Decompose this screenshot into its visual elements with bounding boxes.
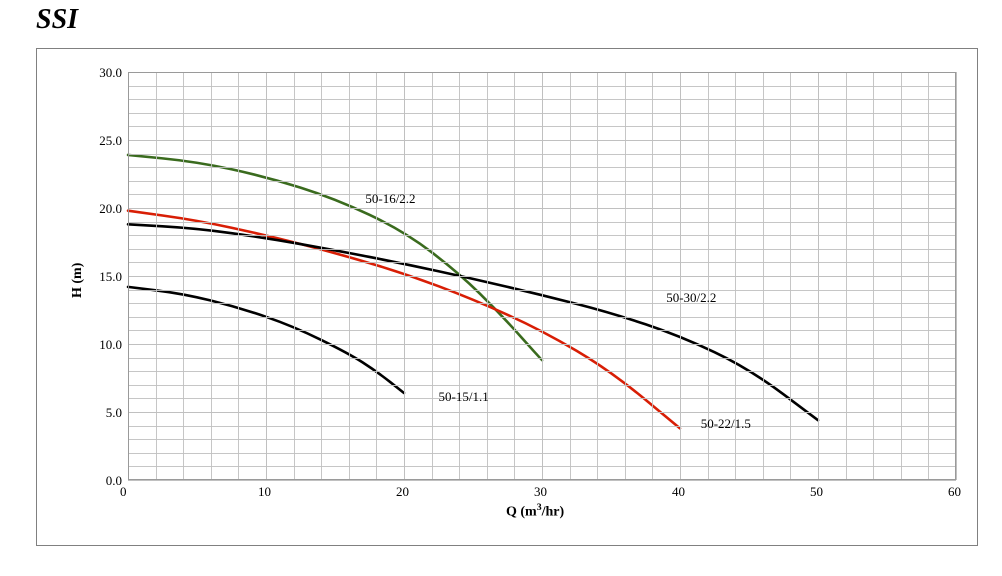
grid-v [956, 72, 957, 480]
grid-h [128, 208, 956, 209]
grid-h [128, 276, 956, 277]
grid-h [128, 194, 956, 195]
plot-border [128, 72, 129, 480]
series-label: 50-30/2.2 [666, 290, 716, 306]
grid-h [128, 385, 956, 386]
y-tick-label: 30.0 [99, 65, 122, 81]
x-tick-label: 30 [534, 484, 547, 500]
y-axis-label: H (m) [70, 263, 86, 298]
grid-h [128, 167, 956, 168]
plot-border [955, 72, 956, 480]
y-tick-label: 15.0 [99, 269, 122, 285]
grid-h [128, 86, 956, 87]
y-tick-label: 25.0 [99, 133, 122, 149]
grid-h [128, 358, 956, 359]
grid-h [128, 344, 956, 345]
grid-h [128, 140, 956, 141]
plot-area [128, 72, 956, 480]
grid-h [128, 154, 956, 155]
grid-h [128, 330, 956, 331]
page-root: { "title": { "text": "SSI", "fontsize": … [0, 0, 1002, 576]
chart-title: SSI [36, 4, 78, 36]
grid-h [128, 466, 956, 467]
grid-h [128, 262, 956, 263]
x-tick-label: 50 [810, 484, 823, 500]
grid-h [128, 412, 956, 413]
x-tick-label: 0 [120, 484, 127, 500]
plot-border [128, 72, 956, 73]
x-tick-label: 40 [672, 484, 685, 500]
grid-h [128, 249, 956, 250]
grid-h [128, 235, 956, 236]
y-tick-label: 10.0 [99, 337, 122, 353]
grid-h [128, 181, 956, 182]
grid-h [128, 317, 956, 318]
series-label: 50-16/2.2 [365, 191, 415, 207]
grid-h [128, 113, 956, 114]
series-label: 50-15/1.1 [439, 389, 489, 405]
x-tick-label: 60 [948, 484, 961, 500]
grid-h [128, 439, 956, 440]
grid-h [128, 453, 956, 454]
x-axis-label: Q (m3/hr) [506, 502, 564, 521]
plot-border [128, 479, 956, 480]
y-tick-label: 20.0 [99, 201, 122, 217]
grid-h [128, 398, 956, 399]
grid-h [128, 222, 956, 223]
y-tick-label: 5.0 [106, 405, 122, 421]
x-tick-label: 10 [258, 484, 271, 500]
grid-h [128, 426, 956, 427]
series-label: 50-22/1.5 [701, 416, 751, 432]
grid-h [128, 303, 956, 304]
x-tick-label: 20 [396, 484, 409, 500]
grid-h [128, 480, 956, 481]
grid-h [128, 371, 956, 372]
grid-h [128, 126, 956, 127]
grid-h [128, 290, 956, 291]
grid-h [128, 99, 956, 100]
